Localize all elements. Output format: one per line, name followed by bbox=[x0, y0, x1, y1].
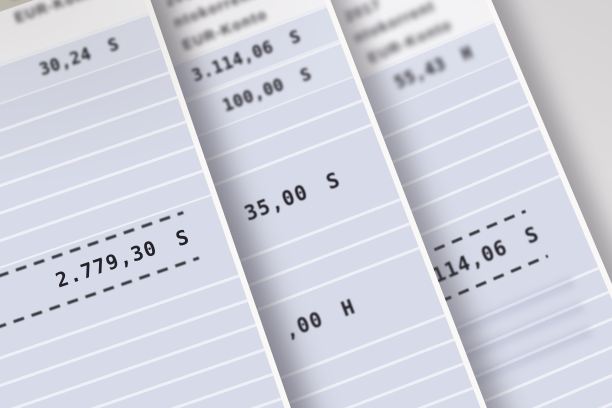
bank-statements-photo: ntokorrent EUR-Konto 30,24 S 2.779,30 S … bbox=[0, 0, 612, 408]
